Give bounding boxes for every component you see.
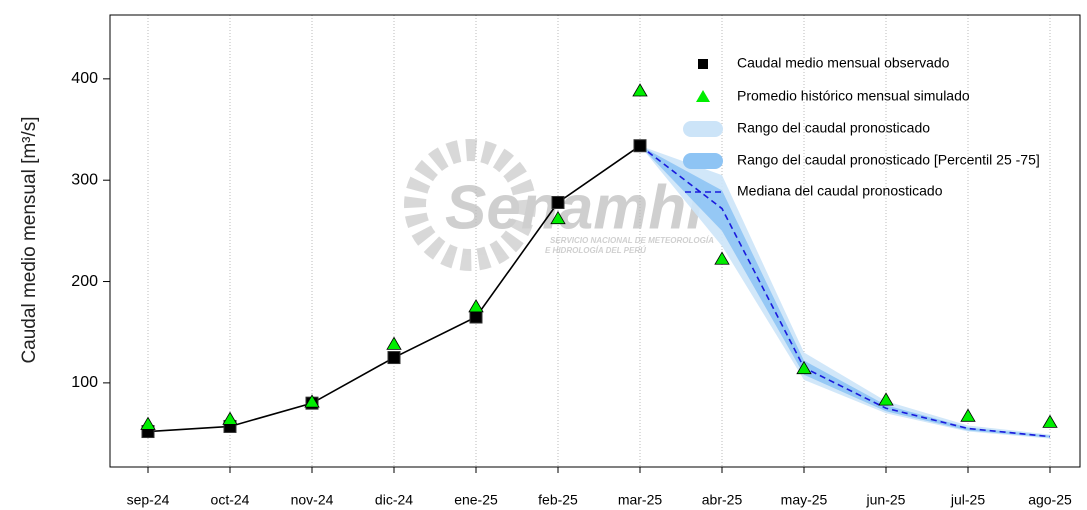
historic-marker <box>550 210 566 225</box>
historic-marker <box>714 251 730 265</box>
y-tick-label: 200 <box>71 273 98 290</box>
historic-marker <box>960 408 976 422</box>
y-tick-label: 300 <box>71 171 98 188</box>
observed-marker <box>633 139 647 153</box>
watermark-line: E HIDROLOGÍA DEL PERÚ <box>545 246 646 255</box>
historic-marker <box>468 299 484 313</box>
legend-label: Mediana del caudal pronosticado <box>737 183 943 199</box>
x-tick-label: mar-25 <box>618 492 663 508</box>
watermark: Senamhi SERVICIO NACIONAL DE METEOROLOGÍ… <box>404 139 714 271</box>
historic-marker <box>304 394 320 408</box>
x-tick-label: oct-24 <box>211 492 250 508</box>
forecast-band <box>640 145 1050 438</box>
x-tick-label: abr-25 <box>702 492 743 508</box>
x-tick-label: jun-25 <box>866 492 906 508</box>
x-tick-label: may-25 <box>781 492 828 508</box>
x-tick-label: dic-24 <box>375 492 413 508</box>
legend-swatch <box>696 90 710 102</box>
x-tick-label: ago-25 <box>1028 492 1072 508</box>
watermark-line: SERVICIO NACIONAL DE METEOROLOGÍA <box>550 236 714 245</box>
x-tick-label: nov-24 <box>291 492 334 508</box>
historic-marker <box>632 83 648 97</box>
watermark-name: Senamhi <box>445 173 705 242</box>
legend-swatch <box>683 121 723 137</box>
x-tick-label: ene-25 <box>454 492 498 508</box>
y-tick-label: 400 <box>71 70 98 87</box>
historic-marker <box>222 411 238 425</box>
observed-marker <box>551 195 565 209</box>
historic-marker <box>878 392 894 406</box>
observed-marker <box>469 310 483 324</box>
historic-marker <box>1042 414 1058 428</box>
median-line <box>639 145 1051 438</box>
historic-marker <box>796 360 812 375</box>
watermark-sun <box>404 139 536 271</box>
y-axis-label: Caudal medio mensual [m³/s] <box>19 116 40 363</box>
legend-swatch <box>698 59 708 69</box>
y-tick-label: 100 <box>71 374 98 391</box>
x-tick-label: jul-25 <box>950 492 985 508</box>
legend-label: Caudal medio mensual observado <box>737 55 950 71</box>
historic-marker <box>386 336 402 350</box>
plot-frame <box>109 14 1081 468</box>
legend-label: Rango del caudal pronosticado <box>737 120 930 136</box>
x-tick-label: sep-24 <box>127 492 170 508</box>
x-tick-label: feb-25 <box>538 492 578 508</box>
legend-label: Rango del caudal pronosticado [Percentil… <box>737 152 1040 168</box>
legend-label: Promedio histórico mensual simulado <box>737 88 970 104</box>
legend-swatch <box>683 153 723 169</box>
observed-marker <box>387 351 401 365</box>
historic-marker <box>140 416 156 430</box>
